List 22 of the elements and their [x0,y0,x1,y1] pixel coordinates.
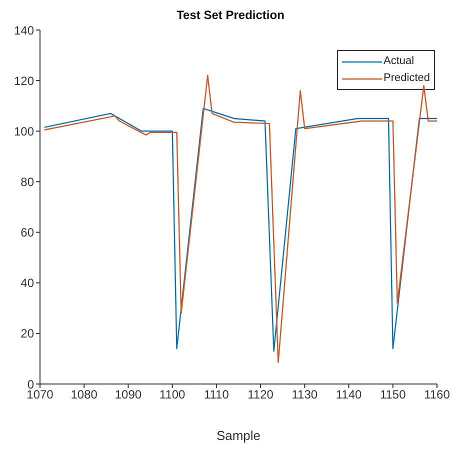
line-series [44,108,437,352]
x-tick-label: 1150 [380,388,406,402]
y-tick-label: 20 [20,326,34,341]
x-tick-label: 1100 [159,388,186,402]
legend-label: Predicted [384,71,430,86]
x-axis-title: Sample [216,428,261,443]
chart-title: Test Set Prediction [176,8,286,24]
legend-label: Actual [384,54,414,69]
y-tick-label: 60 [20,226,34,240]
line-series [44,74,437,364]
x-tick-label: 1120 [248,388,274,402]
y-tick-label: 140 [14,23,34,38]
x-tick-label: 1110 [204,388,230,402]
x-tick-label: 1090 [114,388,142,402]
x-tick-label: 1160 [424,388,450,402]
y-tick-label: 120 [14,74,34,88]
y-tick-label: 100 [14,124,34,138]
y-tick-label: 40 [20,276,34,290]
x-tick-label: 1130 [292,388,318,402]
x-tick-label: 1140 [336,388,362,402]
y-tick-label: 80 [20,174,34,189]
x-tick-label: 1080 [70,388,98,402]
